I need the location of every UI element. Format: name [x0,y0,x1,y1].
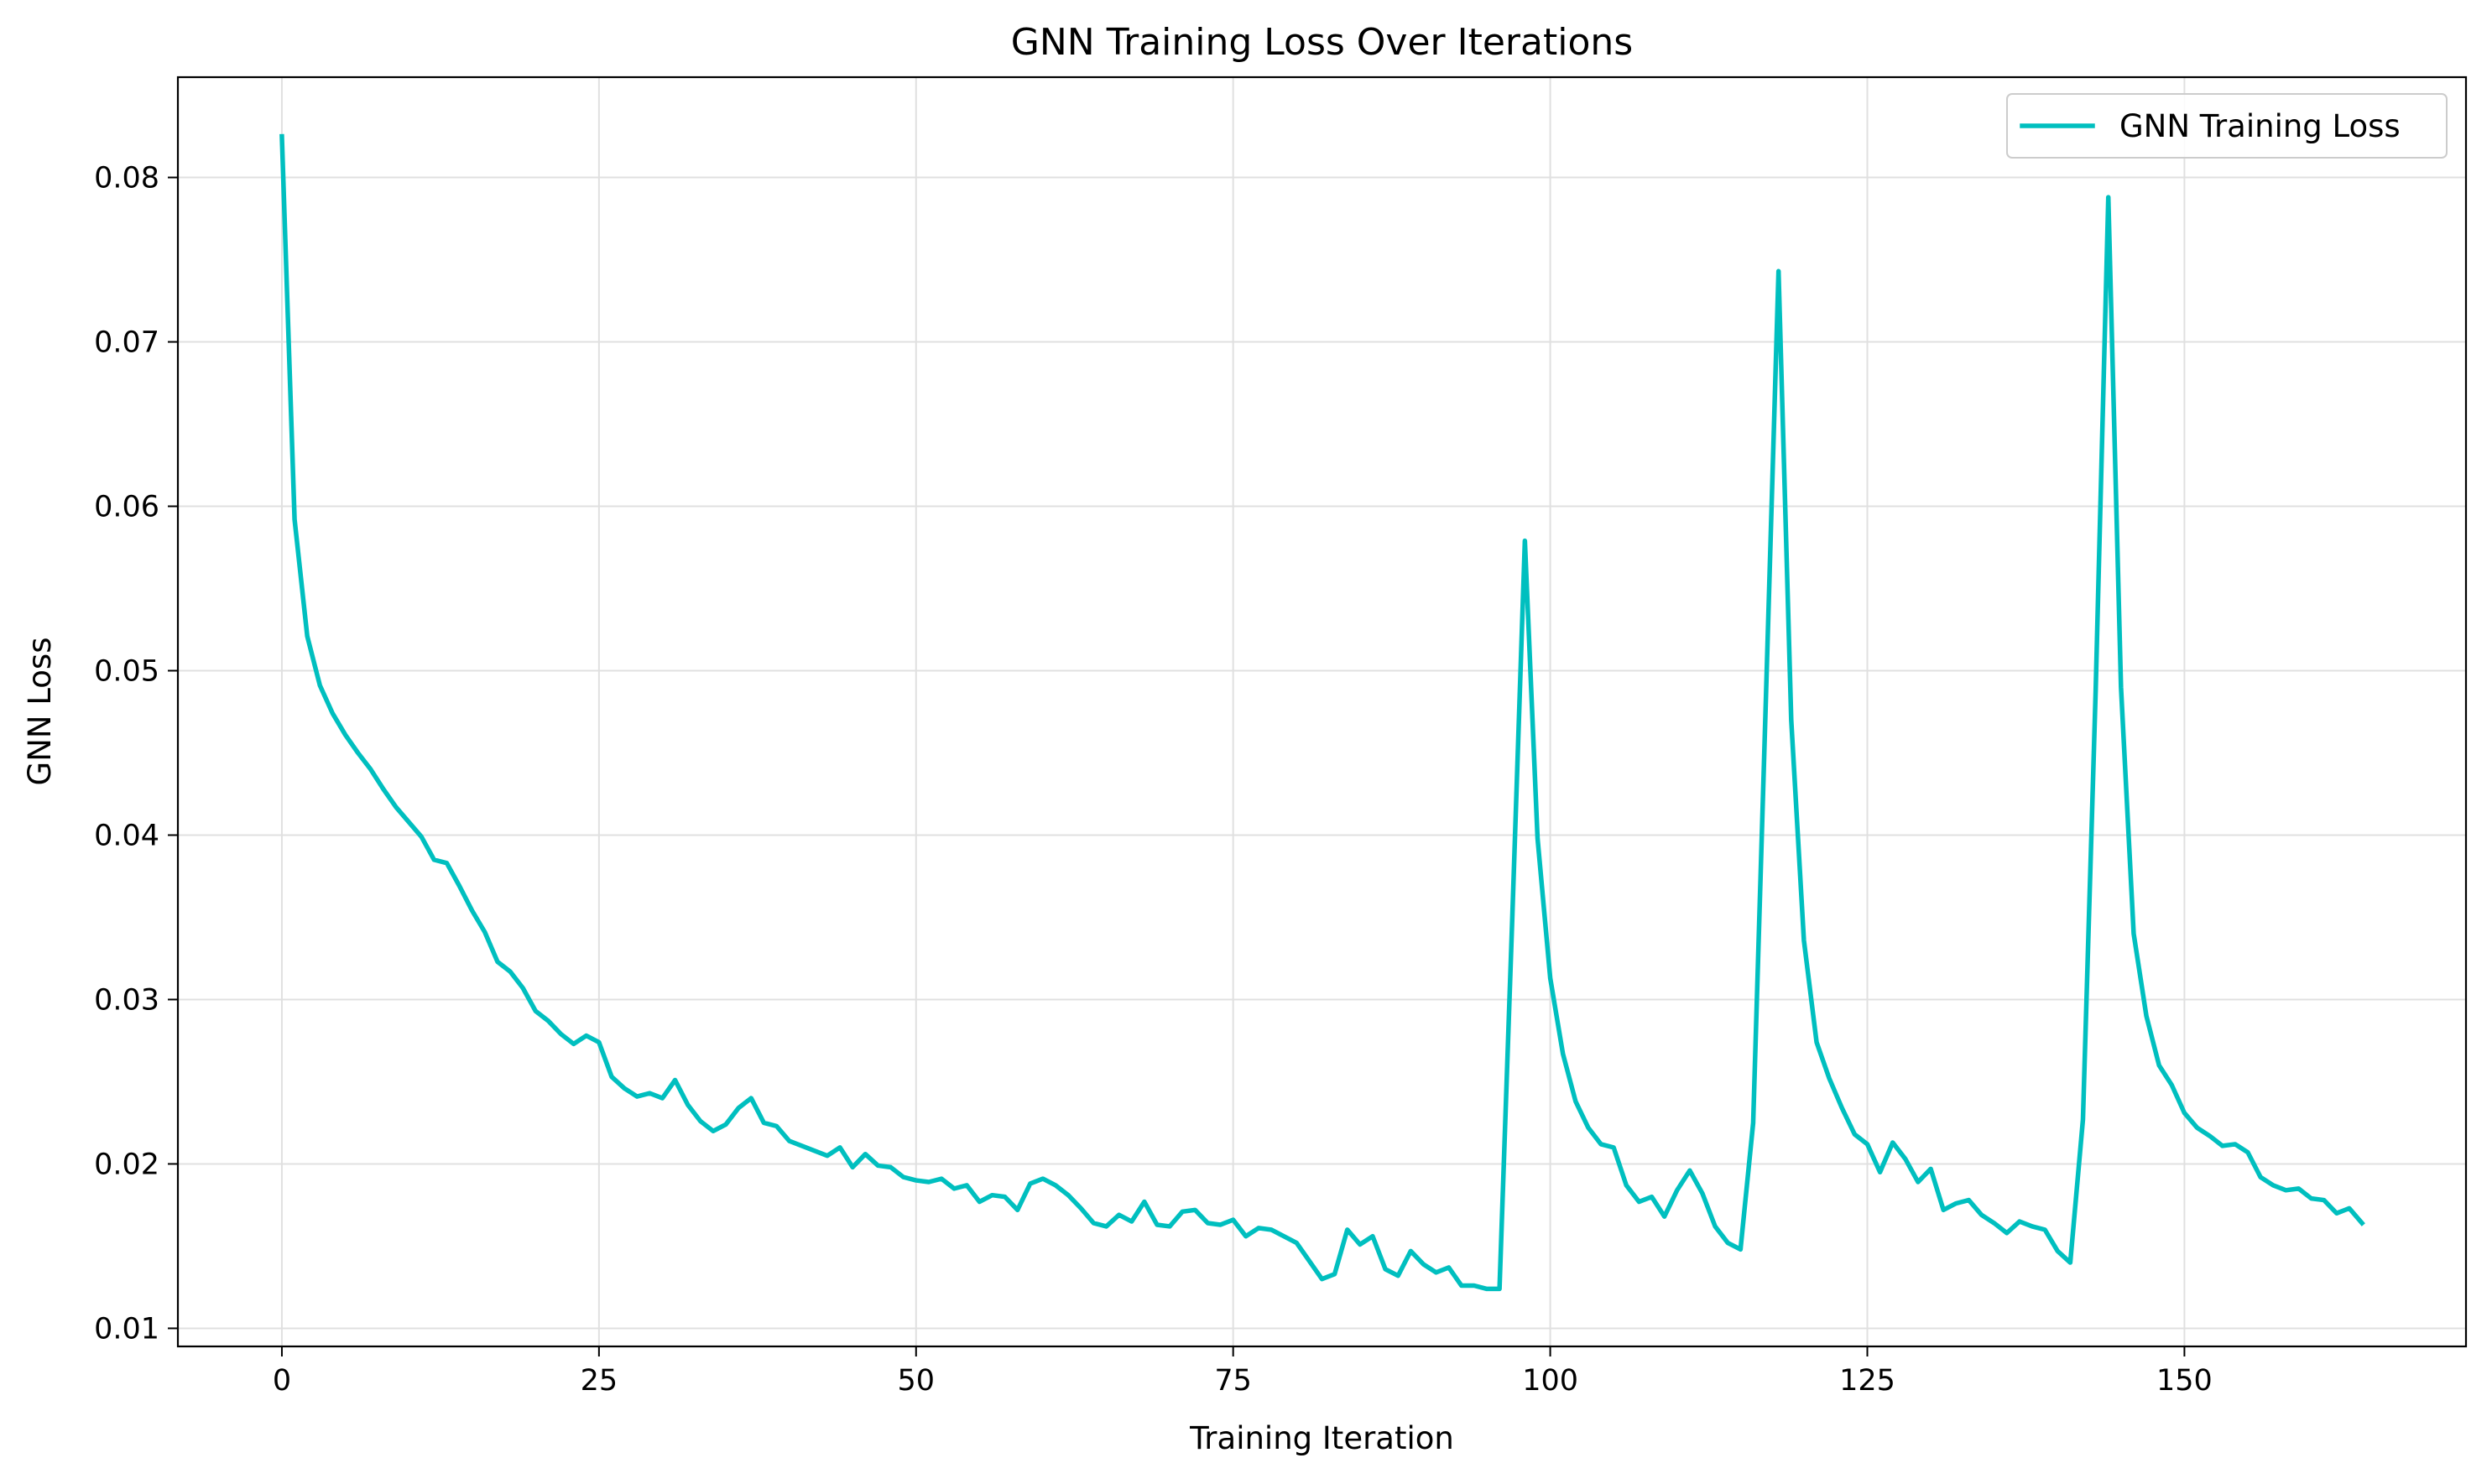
x-tick-label: 0 [273,1364,291,1398]
y-tick-label: 0.03 [94,983,159,1017]
x-tick-label: 25 [581,1364,618,1398]
plot-area-frame [176,76,2468,1348]
y-tick-label: 0.02 [94,1148,159,1181]
legend: GNN Training Loss [2006,93,2448,159]
x-tick-label: 100 [1522,1364,1578,1398]
y-tick-label: 0.01 [94,1312,159,1346]
y-tick-label: 0.04 [94,819,159,852]
x-tick-label: 150 [2156,1364,2213,1398]
x-tick-label: 125 [1839,1364,1895,1398]
y-tick-label: 0.06 [94,491,159,524]
series-layer [279,133,2365,1292]
axes: 0 25 50 75 100 125 150 0.01 0.02 0.03 0.04 0.05 0.06… [94,162,2213,1398]
series-line [279,133,2365,1292]
y-axis-label: GNN Loss [22,638,58,786]
legend-box [2006,93,2448,159]
x-axis-label: Training Iteration [1189,1420,1454,1456]
chart-title: GNN Training Loss Over Iterations [1011,21,1633,64]
legend-label: GNN Training Loss [2119,108,2401,144]
y-tick-label: 0.05 [94,655,159,689]
y-tick-label: 0.07 [94,326,159,360]
x-tick-label: 50 [898,1364,936,1398]
y-tick-label: 0.08 [94,162,159,195]
x-tick-label: 75 [1214,1364,1252,1398]
